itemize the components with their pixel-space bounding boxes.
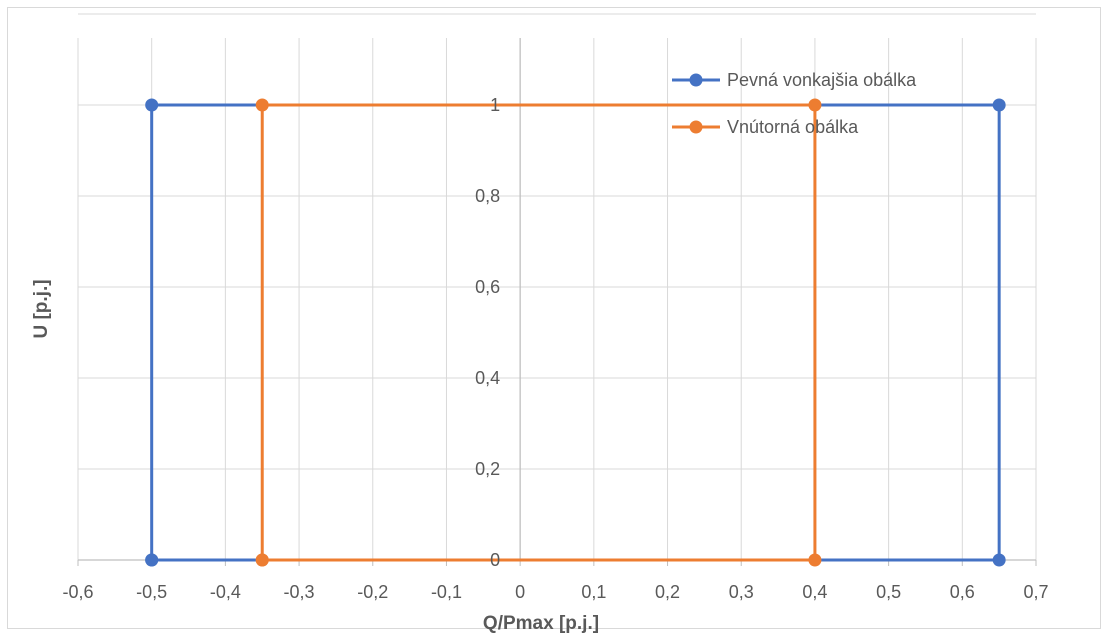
series-layer [145, 98, 1006, 567]
y-tick-label: 1 [490, 95, 500, 115]
data-point [255, 553, 269, 567]
x-tick-label: -0,6 [62, 582, 93, 602]
y-tick-label: 0 [490, 550, 500, 570]
y-tick-label: 0,2 [475, 459, 500, 479]
legend-marker [689, 73, 703, 87]
x-tick-label: -0,1 [431, 582, 462, 602]
y-tick-label: 0,6 [475, 277, 500, 297]
x-tick-label: 0,3 [729, 582, 754, 602]
x-tick-label: 0,6 [950, 582, 975, 602]
legend-label: Pevná vonkajšia obálka [727, 70, 917, 90]
data-point [255, 98, 269, 112]
legend-item: Pevná vonkajšia obálka [672, 70, 917, 90]
y-tick-label: 0,4 [475, 368, 500, 388]
data-point [992, 98, 1006, 112]
x-tick-label: -0,2 [357, 582, 388, 602]
data-point [145, 553, 159, 567]
series-2 [255, 98, 822, 567]
x-tick-label: 0,7 [1023, 582, 1048, 602]
legend-item: Vnútorná obálka [672, 117, 859, 137]
grid [77, 13, 1037, 560]
y-axis-title: U [p.j.] [31, 279, 52, 338]
x-tick-label: -0,3 [284, 582, 315, 602]
chart-frame [7, 7, 1101, 629]
data-point [808, 98, 822, 112]
x-axis-title: Q/Pmax [p.j.] [483, 613, 599, 634]
data-point [992, 553, 1006, 567]
legend-marker [689, 120, 703, 134]
x-tick-label: -0,4 [210, 582, 241, 602]
x-tick-label: -0,5 [136, 582, 167, 602]
x-tick-label: 0,1 [581, 582, 606, 602]
axes [77, 38, 1037, 566]
x-tick-label: 0,2 [655, 582, 680, 602]
y-tick-label: 0,8 [475, 186, 500, 206]
x-tick-label: 0,4 [802, 582, 827, 602]
legend: Pevná vonkajšia obálka Vnútorná obálka [672, 70, 917, 137]
series-line [260, 103, 817, 562]
x-tick-label: 0 [515, 582, 525, 602]
x-tick-label: 0,5 [876, 582, 901, 602]
series-1 [145, 98, 1006, 567]
series-line [150, 103, 1001, 562]
data-point [145, 98, 159, 112]
tick-labels: -0,6 -0,5 -0,4 -0,3 -0,2 -0,1 0 0,1 0,2 0,3 0,4 0,5… [62, 95, 1048, 602]
legend-label: Vnútorná obálka [727, 117, 859, 137]
data-point [808, 553, 822, 567]
